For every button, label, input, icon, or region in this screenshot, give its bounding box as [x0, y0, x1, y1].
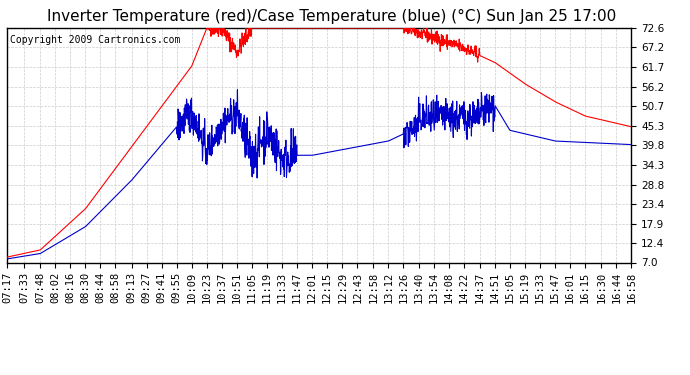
Text: Copyright 2009 Cartronics.com: Copyright 2009 Cartronics.com — [10, 35, 180, 45]
Text: Inverter Temperature (red)/Case Temperature (blue) (°C) Sun Jan 25 17:00: Inverter Temperature (red)/Case Temperat… — [46, 9, 616, 24]
